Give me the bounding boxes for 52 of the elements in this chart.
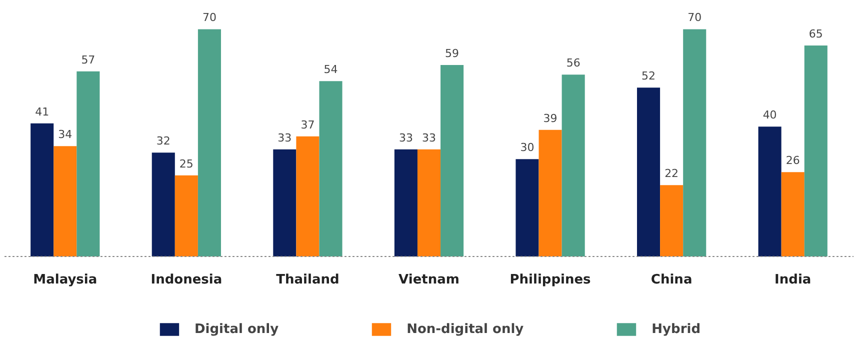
data-label: 37 bbox=[300, 118, 315, 132]
data-label: 34 bbox=[58, 128, 72, 142]
data-label: 70 bbox=[688, 11, 702, 24]
bar bbox=[152, 152, 175, 256]
bar bbox=[562, 74, 585, 256]
bar bbox=[76, 71, 100, 256]
data-label: 33 bbox=[278, 131, 292, 144]
bar bbox=[296, 136, 320, 256]
bar bbox=[516, 159, 539, 256]
bar bbox=[417, 149, 441, 256]
bar bbox=[319, 81, 342, 256]
legend-label: Hybrid bbox=[652, 322, 701, 336]
data-label: 32 bbox=[156, 134, 170, 148]
x-tick-label: China bbox=[650, 272, 692, 288]
data-label: 56 bbox=[566, 56, 580, 70]
x-tick-label: Malaysia bbox=[33, 272, 98, 288]
data-label: 52 bbox=[642, 70, 656, 83]
data-label: 26 bbox=[786, 154, 800, 168]
data-label: 59 bbox=[445, 46, 460, 60]
bar bbox=[54, 146, 77, 256]
data-label: 65 bbox=[808, 27, 823, 40]
data-label: 25 bbox=[179, 157, 194, 170]
bar bbox=[683, 29, 706, 256]
x-tick-label: India bbox=[774, 272, 812, 288]
x-tick-label: Vietnam bbox=[398, 272, 460, 288]
data-label: 41 bbox=[35, 105, 50, 118]
bar bbox=[538, 130, 562, 256]
bar bbox=[660, 185, 684, 256]
bar bbox=[781, 172, 804, 256]
bar bbox=[273, 149, 296, 256]
data-label: 57 bbox=[81, 53, 96, 66]
bar bbox=[440, 64, 464, 256]
bar bbox=[758, 126, 782, 256]
data-label: 39 bbox=[543, 112, 558, 125]
data-label: 22 bbox=[664, 167, 679, 180]
data-label: 54 bbox=[324, 63, 338, 76]
bar bbox=[30, 123, 54, 256]
legend-label: Digital only bbox=[194, 322, 279, 336]
data-label: 33 bbox=[398, 131, 413, 144]
x-tick-label: Indonesia bbox=[150, 272, 222, 288]
x-tick-label: Philippines bbox=[510, 272, 592, 288]
bar bbox=[198, 29, 221, 256]
data-label: 30 bbox=[520, 141, 534, 154]
bar bbox=[174, 175, 198, 256]
data-label: 70 bbox=[202, 11, 216, 24]
bar bbox=[637, 88, 660, 256]
bar bbox=[394, 149, 418, 256]
data-label: 33 bbox=[422, 131, 436, 144]
data-label: 40 bbox=[762, 108, 777, 122]
legend-label: Non-digital only bbox=[406, 322, 524, 336]
bar bbox=[804, 45, 828, 256]
x-tick-label: Thailand bbox=[276, 272, 340, 288]
